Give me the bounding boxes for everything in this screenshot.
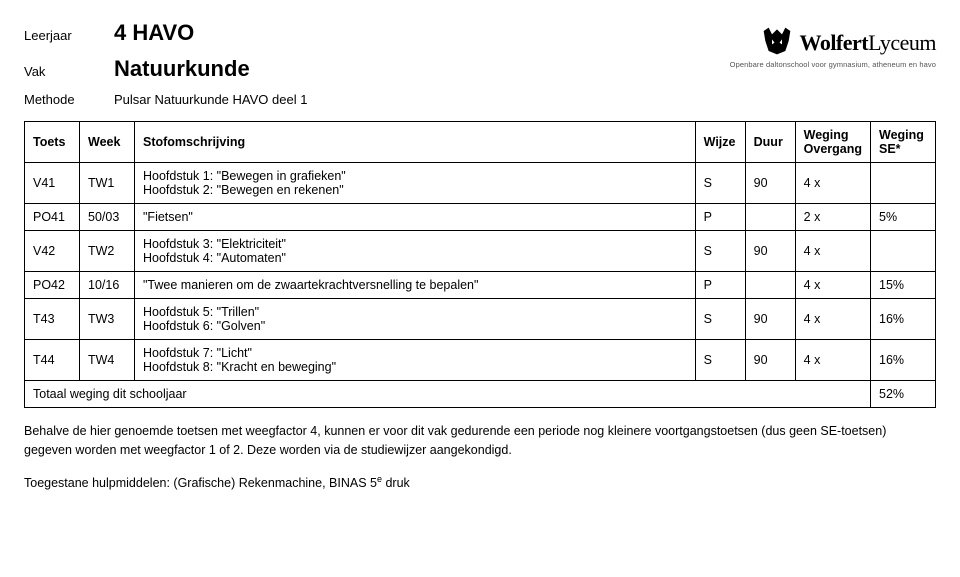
cell-wijze: S [695,340,745,381]
school-logo: WolfertLyceum Openbare daltonschool voor… [666,20,936,69]
cell-toets: T44 [25,340,80,381]
logo-main: WolfertLyceum [666,26,936,59]
col-toets: Toets [25,122,80,163]
table-header-row: Toets Week Stofomschrijving Wijze Duur W… [25,122,936,163]
table-row: T44TW4Hoofdstuk 7: "Licht"Hoofdstuk 8: "… [25,340,936,381]
leerjaar-value: 4 HAVO [114,20,194,46]
col-weg-overgang-bot: Overgang [804,142,862,156]
header-row-methode: Methode Pulsar Natuurkunde HAVO deel 1 [24,92,666,107]
col-stof: Stofomschrijving [135,122,696,163]
cell-wegov: 4 x [795,299,870,340]
cell-wijze: P [695,204,745,231]
assessment-table: Toets Week Stofomschrijving Wijze Duur W… [24,121,936,408]
cell-wegov: 2 x [795,204,870,231]
table-row: V42TW2Hoofdstuk 3: "Elektriciteit"Hoofds… [25,231,936,272]
logo-wordmark: WolfertLyceum [800,30,936,56]
cell-wegov: 4 x [795,231,870,272]
cell-toets: PO42 [25,272,80,299]
stof-line: Hoofdstuk 7: "Licht" [143,346,687,360]
cell-stof: "Fietsen" [135,204,696,231]
table-header: Toets Week Stofomschrijving Wijze Duur W… [25,122,936,163]
col-weg-se-top: Weging [879,128,927,142]
cell-duur [745,272,795,299]
stof-line: Hoofdstuk 3: "Elektriciteit" [143,237,687,251]
vak-label: Vak [24,64,114,79]
cell-wegse: 16% [871,340,936,381]
table-row: PO4150/03"Fietsen"P 2 x5% [25,204,936,231]
table-footer: Totaal weging dit schooljaar 52% [25,381,936,408]
cell-wegov: 4 x [795,163,870,204]
stof-line: Hoofdstuk 4: "Automaten" [143,251,687,265]
cell-week: TW1 [80,163,135,204]
cell-week: 10/16 [80,272,135,299]
footer-note: Behalve de hier genoemde toetsen met wee… [24,422,936,460]
cell-stof: Hoofdstuk 3: "Elektriciteit"Hoofdstuk 4:… [135,231,696,272]
methode-label: Methode [24,92,114,107]
cell-wegse: 16% [871,299,936,340]
cell-duur [745,204,795,231]
footer-tools: Toegestane hulpmiddelen: (Grafische) Rek… [24,474,936,490]
cell-toets: V41 [25,163,80,204]
col-weg-overgang-top: Weging [804,128,862,142]
stof-line: Hoofdstuk 8: "Kracht en beweging" [143,360,687,374]
table-row: V41TW1Hoofdstuk 1: "Bewegen in grafieken… [25,163,936,204]
col-weg-se-bot: SE* [879,142,927,156]
cell-wijze: S [695,231,745,272]
total-value: 52% [871,381,936,408]
cell-duur: 90 [745,299,795,340]
col-weging-overgang: Weging Overgang [795,122,870,163]
table-row: T43TW3Hoofdstuk 5: "Trillen"Hoofdstuk 6:… [25,299,936,340]
table-body: V41TW1Hoofdstuk 1: "Bewegen in grafieken… [25,163,936,381]
cell-stof: Hoofdstuk 1: "Bewegen in grafieken"Hoofd… [135,163,696,204]
leerjaar-label: Leerjaar [24,28,114,43]
methode-value: Pulsar Natuurkunde HAVO deel 1 [114,92,307,107]
cell-wijze: S [695,163,745,204]
header-meta-block: Leerjaar 4 HAVO Vak Natuurkunde Methode … [24,20,666,111]
stof-line: Hoofdstuk 6: "Golven" [143,319,687,333]
col-wijze: Wijze [695,122,745,163]
cell-wegov: 4 x [795,340,870,381]
cell-toets: T43 [25,299,80,340]
cell-week: TW3 [80,299,135,340]
cell-toets: V42 [25,231,80,272]
cell-wijze: S [695,299,745,340]
cell-week: TW4 [80,340,135,381]
total-label: Totaal weging dit schooljaar [25,381,871,408]
page-header: Leerjaar 4 HAVO Vak Natuurkunde Methode … [24,20,936,111]
logo-name-light: Lyceum [868,30,936,55]
cell-week: TW2 [80,231,135,272]
stof-line: Hoofdstuk 1: "Bewegen in grafieken" [143,169,687,183]
stof-line: Hoofdstuk 2: "Bewegen en rekenen" [143,183,687,197]
cell-stof: Hoofdstuk 5: "Trillen"Hoofdstuk 6: "Golv… [135,299,696,340]
logo-subline: Openbare daltonschool voor gymnasium, at… [666,60,936,69]
cell-duur: 90 [745,231,795,272]
cell-wegov: 4 x [795,272,870,299]
cell-wegse [871,163,936,204]
cell-wijze: P [695,272,745,299]
cell-toets: PO41 [25,204,80,231]
total-row: Totaal weging dit schooljaar 52% [25,381,936,408]
cell-wegse: 5% [871,204,936,231]
col-duur: Duur [745,122,795,163]
stof-line: Hoofdstuk 5: "Trillen" [143,305,687,319]
cell-week: 50/03 [80,204,135,231]
cell-duur: 90 [745,163,795,204]
table-row: PO4210/16"Twee manieren om de zwaartekra… [25,272,936,299]
cell-stof: "Twee manieren om de zwaartekrachtversne… [135,272,696,299]
header-row-leerjaar: Leerjaar 4 HAVO [24,20,666,46]
cell-stof: Hoofdstuk 7: "Licht"Hoofdstuk 8: "Kracht… [135,340,696,381]
logo-name-bold: Wolfert [800,30,869,55]
wolf-icon [760,26,794,59]
vak-value: Natuurkunde [114,56,250,82]
cell-wegse: 15% [871,272,936,299]
col-week: Week [80,122,135,163]
cell-duur: 90 [745,340,795,381]
col-weging-se: Weging SE* [871,122,936,163]
cell-wegse [871,231,936,272]
header-row-vak: Vak Natuurkunde [24,56,666,82]
